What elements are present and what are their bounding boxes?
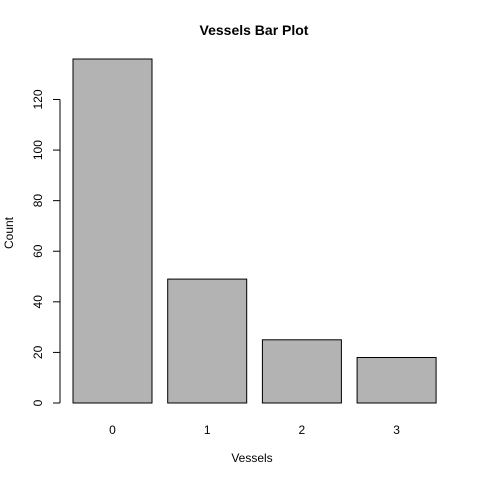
x-axis-ticks: 0 1 2 3 xyxy=(109,423,400,437)
y-tick-label-40: 40 xyxy=(31,295,45,309)
y-axis: 0 20 40 60 80 100 120 xyxy=(31,89,61,406)
y-tick-label-100: 100 xyxy=(31,140,45,160)
x-tick-label-1: 1 xyxy=(204,423,211,437)
bars xyxy=(72,58,437,404)
bar-0 xyxy=(72,58,153,404)
y-tick-label-80: 80 xyxy=(31,194,45,208)
x-tick-label-3: 3 xyxy=(393,423,400,437)
y-tick-label-60: 60 xyxy=(31,244,45,258)
bar-3 xyxy=(356,357,437,404)
y-tick-label-0: 0 xyxy=(31,399,45,406)
bar-2 xyxy=(261,339,342,404)
x-axis-label: Vessels xyxy=(231,451,272,465)
x-tick-label-2: 2 xyxy=(299,423,306,437)
y-tick-label-120: 120 xyxy=(31,89,45,109)
x-tick-label-0: 0 xyxy=(109,423,116,437)
y-axis-label: Count xyxy=(2,216,16,249)
chart-title: Vessels Bar Plot xyxy=(200,22,309,38)
bar-1 xyxy=(167,278,248,404)
y-tick-label-20: 20 xyxy=(31,345,45,359)
